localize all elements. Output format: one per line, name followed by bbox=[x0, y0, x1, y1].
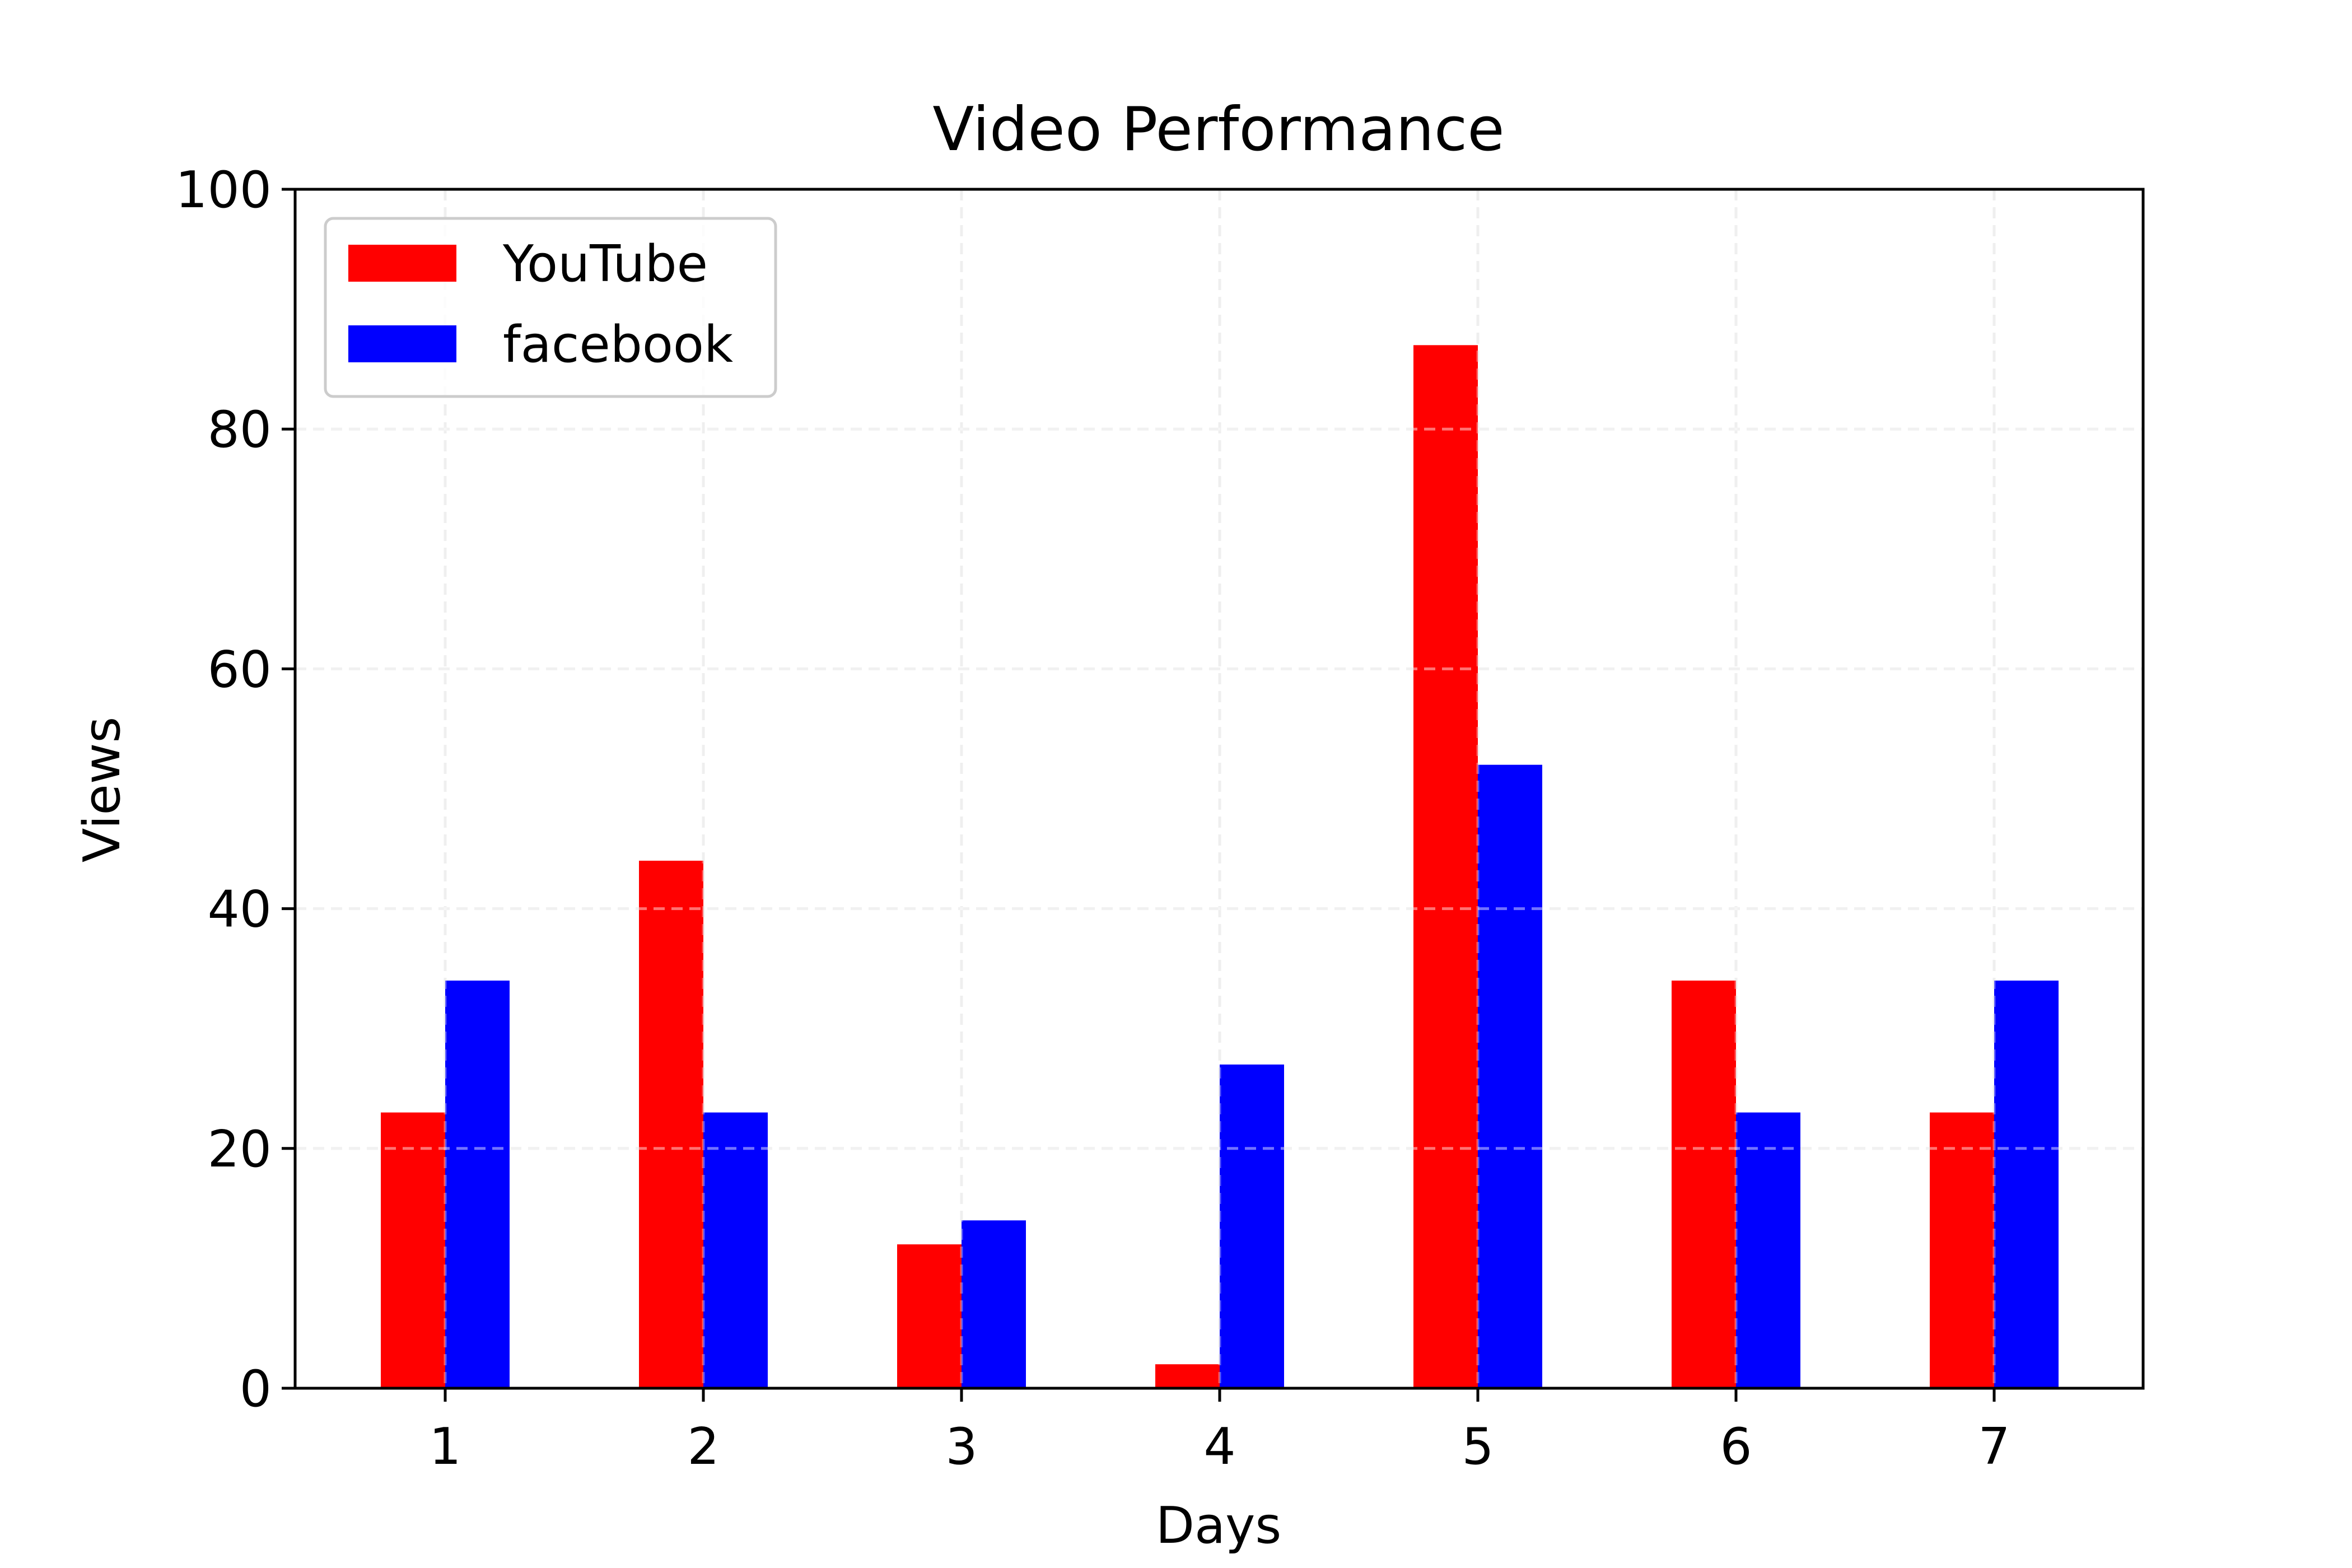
bar-youtube-day-2 bbox=[639, 860, 703, 1388]
y-tick-label: 20 bbox=[207, 1120, 272, 1179]
bar-youtube-day-3 bbox=[897, 1244, 962, 1388]
legend-label-facebook: facebook bbox=[503, 315, 733, 374]
bar-facebook-day-3 bbox=[962, 1220, 1026, 1388]
bar-facebook-day-6 bbox=[1736, 1112, 1800, 1388]
y-tick-label: 80 bbox=[207, 400, 272, 459]
y-axis: 0 20 40 60 80 100 bbox=[175, 161, 295, 1418]
grid-overlay bbox=[295, 189, 2143, 1388]
bars bbox=[381, 345, 2059, 1388]
y-tick-label: 0 bbox=[240, 1360, 272, 1418]
bar-youtube-day-6 bbox=[1672, 981, 1736, 1388]
bar-youtube-day-4 bbox=[1155, 1364, 1220, 1388]
legend: YouTube facebook bbox=[324, 217, 777, 398]
x-tick-label: 2 bbox=[687, 1417, 719, 1476]
legend-swatch-youtube bbox=[348, 245, 456, 282]
bar-facebook-day-5 bbox=[1478, 764, 1542, 1388]
bar-facebook-day-7 bbox=[1994, 981, 2059, 1388]
x-tick-label: 4 bbox=[1203, 1417, 1235, 1476]
y-tick-label: 40 bbox=[207, 880, 272, 939]
bar-youtube-day-5 bbox=[1413, 345, 1478, 1388]
bar-facebook-day-2 bbox=[703, 1112, 768, 1388]
x-axis: 1 2 3 4 5 6 7 bbox=[429, 1388, 2010, 1476]
legend-label-youtube: YouTube bbox=[502, 235, 708, 293]
bar-youtube-day-7 bbox=[1930, 1112, 1994, 1388]
y-tick-label: 60 bbox=[207, 640, 272, 699]
chart-title: Video Performance bbox=[932, 95, 1504, 165]
x-tick-label: 5 bbox=[1462, 1417, 1494, 1476]
x-tick-label: 6 bbox=[1720, 1417, 1752, 1476]
x-tick-label: 7 bbox=[1978, 1417, 2010, 1476]
bar-facebook-day-1 bbox=[445, 981, 510, 1388]
x-tick-label: 3 bbox=[945, 1417, 977, 1476]
y-axis-label: Views bbox=[73, 717, 132, 862]
y-tick-label: 100 bbox=[175, 161, 272, 220]
bar-facebook-day-4 bbox=[1220, 1064, 1284, 1388]
legend-swatch-facebook bbox=[348, 325, 456, 362]
x-axis-label: Days bbox=[1156, 1496, 1282, 1555]
bar-youtube-day-1 bbox=[381, 1112, 445, 1388]
x-tick-label: 1 bbox=[429, 1417, 461, 1476]
